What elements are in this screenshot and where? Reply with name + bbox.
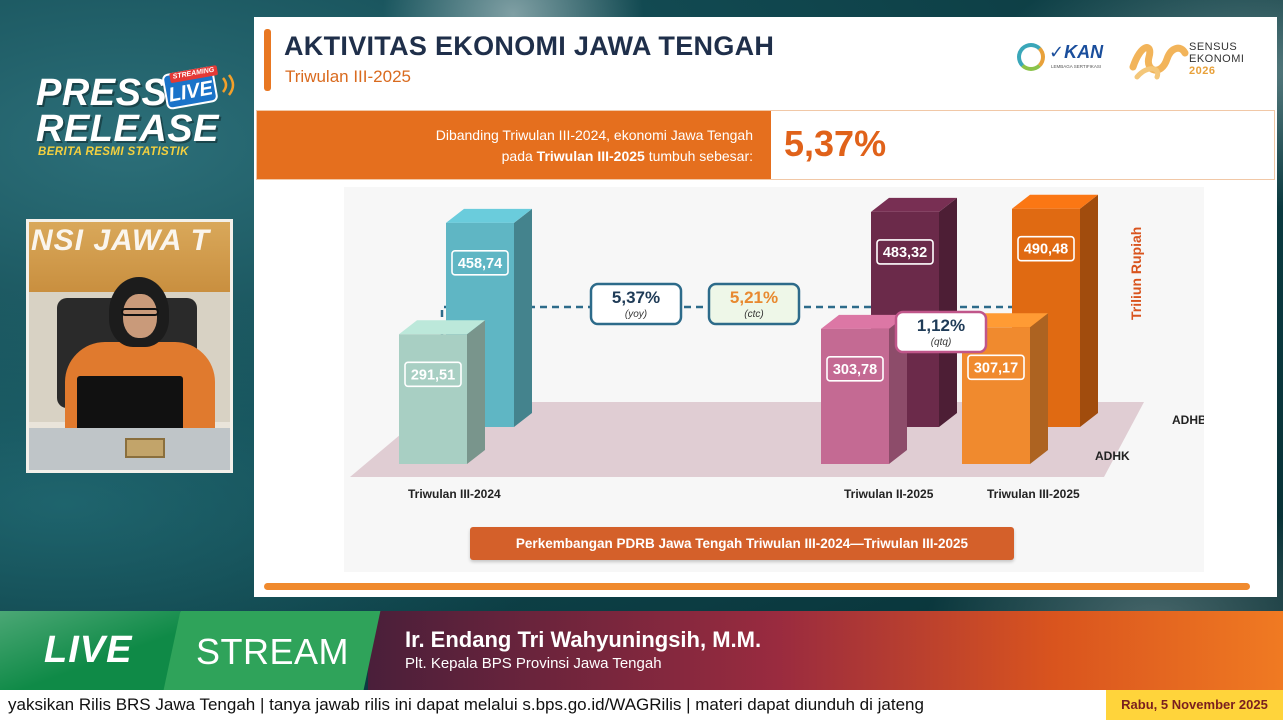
adhb-bar-2-top bbox=[871, 197, 957, 212]
growth-line1: Dibanding Triwulan III-2024, ekonomi Jaw… bbox=[435, 127, 753, 143]
annotation-value-2: 5,21% bbox=[730, 288, 778, 307]
pdrb-chart-area: 458,74 483,32 490,48 291,51 303,78 307,17 5,37… bbox=[344, 187, 1204, 572]
adhk-bar-1-top bbox=[399, 320, 485, 335]
adhb-bar-1-top bbox=[446, 208, 532, 223]
slide-bottom-bar bbox=[264, 583, 1250, 590]
live-label: LIVE bbox=[44, 629, 133, 671]
news-ticker: yaksikan Rilis BRS Jawa Tengah | tanya j… bbox=[0, 690, 1283, 720]
adhk-bar-3-label-box bbox=[967, 354, 1025, 381]
adhb-bar-1-side bbox=[514, 208, 532, 427]
pdrb-bar-chart: 458,74 483,32 490,48 291,51 303,78 307,17 5,37… bbox=[350, 194, 1204, 501]
adhk-bar-3-value-label: 307,17 bbox=[974, 360, 1018, 376]
webcam-wall-text: NSI JAWA T bbox=[31, 224, 210, 257]
adhb-bar-1-value-label: 458,74 bbox=[458, 256, 502, 272]
growth-description: Dibanding Triwulan III-2024, ekonomi Jaw… bbox=[436, 125, 753, 167]
adhk-bar-3-side bbox=[1030, 313, 1048, 464]
sensus-year: 2026 bbox=[1189, 65, 1216, 77]
adhb-bar-3-value-label: 490,48 bbox=[1024, 242, 1068, 258]
live-badge: STREAMING LIVE bbox=[161, 65, 219, 111]
series-label-adhb: ADHB bbox=[1172, 413, 1204, 427]
growth-description-box: Dibanding Triwulan III-2024, ekonomi Jaw… bbox=[257, 111, 771, 179]
adhk-bar-2-value-label: 303,78 bbox=[833, 362, 877, 378]
series-label-adhk: ADHK bbox=[1095, 449, 1130, 463]
laptop bbox=[77, 376, 183, 438]
speaker-name: Ir. Endang Tri Wahyuningsih, M.M. bbox=[405, 627, 762, 652]
press-logo-line1: PRESS bbox=[36, 72, 168, 114]
stream-label: STREAM bbox=[196, 631, 350, 672]
bps-circle-icon bbox=[1017, 43, 1045, 71]
growth-line2-post: tumbuh sebesar: bbox=[644, 148, 753, 164]
annotation-box-2 bbox=[707, 282, 801, 326]
sensus-ekonomi-logo: SENSUS EKONOMI 2026 bbox=[1189, 41, 1244, 77]
adhb-bar-1-label-box bbox=[451, 250, 509, 276]
presenter-video: NSI JAWA T bbox=[26, 219, 233, 473]
adhb-bar-3-top bbox=[1012, 194, 1098, 209]
annotation-box-3 bbox=[894, 310, 988, 354]
adhk-bar-1 bbox=[399, 334, 467, 464]
slide-title: AKTIVITAS EKONOMI JAWA TENGAH bbox=[284, 31, 775, 61]
title-accent-bar bbox=[264, 29, 271, 91]
sensus-ekonomi-icon bbox=[1129, 44, 1189, 80]
adhk-bar-1-side bbox=[467, 320, 485, 464]
kan-logo-subtext: LEMBAGA SERTIFIKASI bbox=[1051, 64, 1102, 69]
category-label-3: Triwulan III-2025 bbox=[987, 487, 1080, 501]
ticker-text: yaksikan Rilis BRS Jawa Tengah | tanya j… bbox=[8, 695, 924, 714]
adhk-bar-1-value-label: 291,51 bbox=[411, 367, 455, 383]
live-block-shine bbox=[0, 611, 180, 690]
growth-line2: pada Triwulan III-2025 tumbuh sebesar: bbox=[436, 146, 753, 167]
unit-label: Triliun Rupiah bbox=[1128, 226, 1144, 320]
press-logo-subtitle: BERITA RESMI STATISTIK bbox=[38, 146, 189, 158]
presentation-slide: AKTIVITAS EKONOMI JAWA TENGAH Triwulan I… bbox=[254, 17, 1277, 597]
growth-value: 5,37% bbox=[784, 123, 887, 164]
live-block bbox=[0, 611, 180, 690]
adhk-bar-2 bbox=[821, 328, 889, 464]
broadcast-waves-icon bbox=[222, 74, 235, 96]
ticker-date: Rabu, 5 November 2025 bbox=[1106, 690, 1283, 720]
speaker-role: Plt. Kepala BPS Provinsi Jawa Tengah bbox=[405, 655, 662, 672]
annotation-note-1: (yoy) bbox=[625, 309, 647, 320]
adhk-bar-2-top bbox=[821, 314, 907, 329]
kan-logo-text: KAN bbox=[1064, 42, 1104, 62]
annotation-box-1 bbox=[589, 282, 683, 326]
annotation-value-3: 1,12% bbox=[917, 316, 965, 335]
adhb-bar-3-side bbox=[1080, 194, 1098, 427]
growth-line2-pre: pada bbox=[501, 148, 537, 164]
presenter-face bbox=[123, 294, 157, 338]
header-logos: ✓KAN LEMBAGA SERTIFIKASI SENSUS EKONOMI … bbox=[1017, 37, 1267, 87]
slide-subtitle: Triwulan III-2025 bbox=[285, 67, 411, 86]
adhk-bar-1-label-box bbox=[404, 361, 462, 388]
presenter-glasses bbox=[121, 308, 159, 316]
chart-caption: Perkembangan PDRB Jawa Tengah Triwulan I… bbox=[470, 527, 1014, 560]
growth-summary: Dibanding Triwulan III-2024, ekonomi Jaw… bbox=[256, 110, 1275, 180]
press-release-logo: PRESS RELEASE BERITA RESMI STATISTIK STR… bbox=[36, 65, 236, 170]
annotation-value-1: 5,37% bbox=[612, 288, 660, 307]
press-logo-line2: RELEASE bbox=[36, 108, 219, 150]
category-label-1: Triwulan III-2024 bbox=[408, 487, 501, 501]
adhb-bar-2-label-box bbox=[876, 239, 934, 265]
sensus-text: SENSUS bbox=[1189, 41, 1238, 53]
ekonomi-text: EKONOMI bbox=[1189, 53, 1245, 65]
lower-third: LIVE STREAM Ir. Endang Tri Wahyuningsih,… bbox=[0, 611, 1283, 690]
name-banner bbox=[368, 611, 1283, 690]
adhb-bar-3-label-box bbox=[1017, 235, 1075, 262]
category-label-2: Triwulan II-2025 bbox=[844, 487, 934, 501]
kan-logo: ✓KAN bbox=[1049, 42, 1104, 62]
growth-line2-period: Triwulan III-2025 bbox=[536, 148, 645, 164]
adhk-bar-2-label-box bbox=[826, 356, 884, 382]
annotation-note-3: (qtq) bbox=[931, 337, 952, 348]
adhb-bar-2-value-label: 483,32 bbox=[883, 245, 927, 261]
name-plate bbox=[125, 438, 165, 458]
annotation-note-2: (ctc) bbox=[744, 309, 763, 320]
